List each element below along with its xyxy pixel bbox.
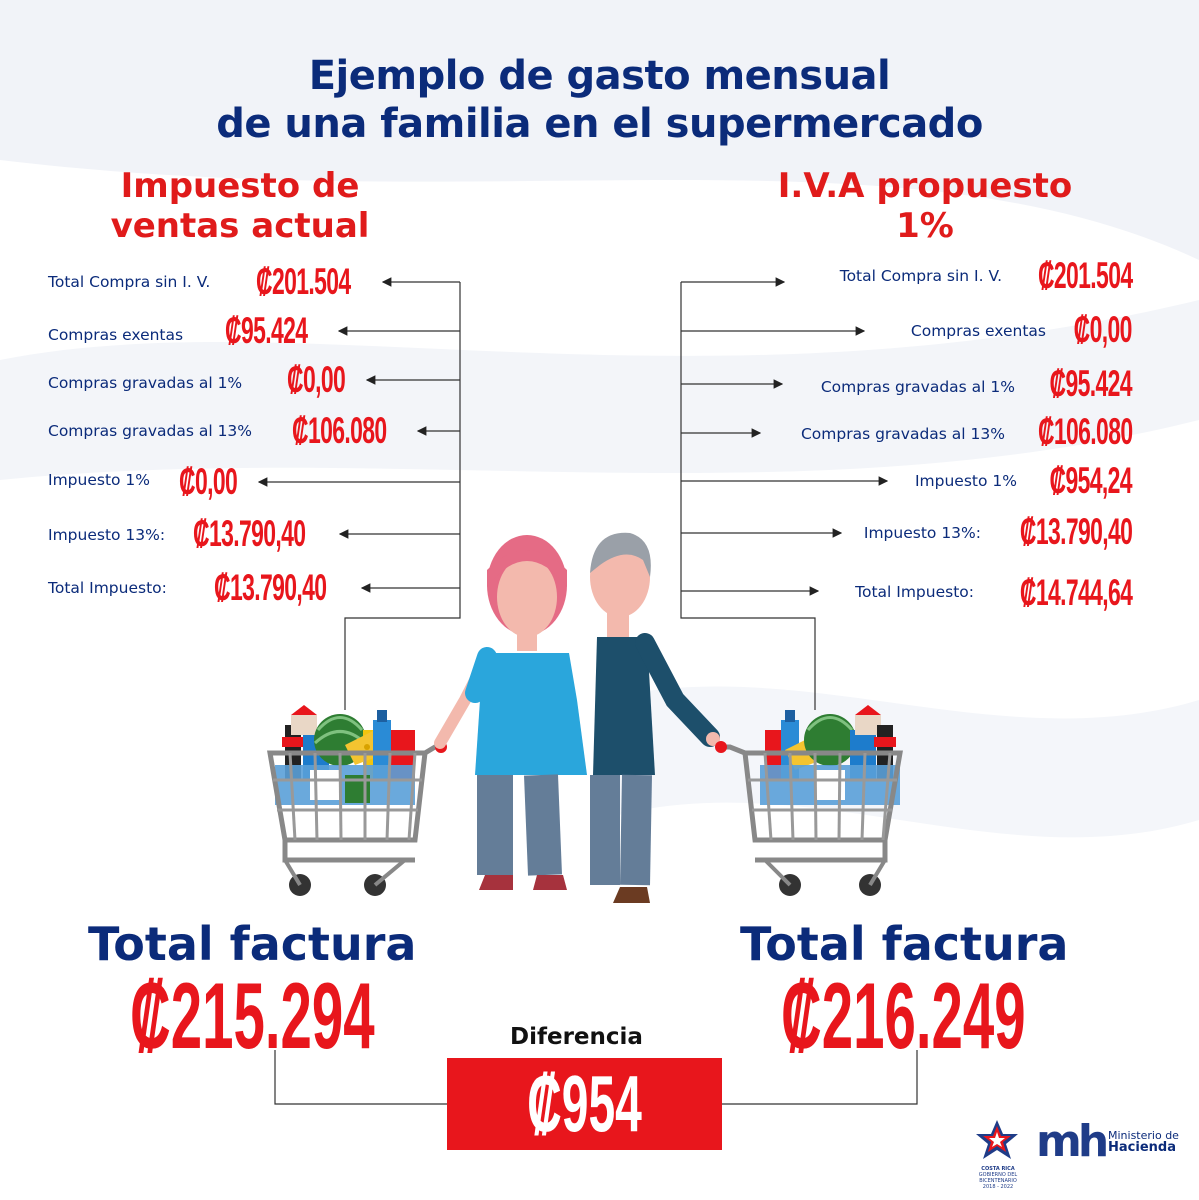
left-row-value-6: ₡13.790,40 bbox=[193, 513, 306, 554]
right-row-label-7: Total Impuesto: bbox=[855, 583, 974, 601]
left-row-label-7: Total Impuesto: bbox=[48, 579, 167, 597]
left-row-label-1: Total Compra sin I. V. bbox=[48, 273, 211, 291]
right-heading-line-1: I.V.A propuesto bbox=[777, 166, 1073, 206]
right-row-label-1: Total Compra sin I. V. bbox=[839, 267, 1002, 285]
page-title: Ejemplo de gasto mensual de una familia … bbox=[0, 52, 1199, 148]
left-total-label: Total factura bbox=[88, 917, 417, 971]
right-row-value-5: ₡954,24 bbox=[1049, 460, 1133, 501]
ministerio-line-1: Ministerio de bbox=[1108, 1129, 1179, 1142]
right-row-value-4: ₡106.080 bbox=[1037, 411, 1132, 452]
costa-rica-line-2: GOBIERNO DEL BICENTENARIO bbox=[978, 1172, 1018, 1184]
right-row-label-6: Impuesto 13%: bbox=[863, 524, 981, 542]
right-row-label-2: Compras exentas bbox=[910, 322, 1046, 340]
right-row-label-5: Impuesto 1% bbox=[914, 472, 1017, 490]
costa-rica-logo-text: COSTA RICA GOBIERNO DEL BICENTENARIO 201… bbox=[968, 1166, 1028, 1190]
left-row-value-1: ₡201.504 bbox=[256, 261, 351, 302]
couple-with-carts-illustration bbox=[267, 532, 903, 903]
left-heading: Impuesto de ventas actual bbox=[90, 166, 390, 246]
title-line-1: Ejemplo de gasto mensual bbox=[308, 53, 891, 99]
ministerio-line-2: Hacienda bbox=[1108, 1140, 1176, 1155]
left-row-value-3: ₡0,00 bbox=[287, 359, 346, 400]
woman-figure bbox=[434, 535, 587, 890]
right-total-label: Total factura bbox=[740, 917, 1069, 971]
costa-rica-line-3: 2018 - 2022 bbox=[982, 1184, 1014, 1190]
left-row-label-4: Compras gravadas al 13% bbox=[48, 422, 253, 440]
left-row-value-2: ₡95.424 bbox=[225, 310, 308, 351]
right-row-value-6: ₡13.790,40 bbox=[1019, 511, 1133, 552]
right-row-value-3: ₡95.424 bbox=[1049, 363, 1133, 404]
costa-rica-star-logo-icon bbox=[976, 1120, 1018, 1159]
left-shopping-cart-icon bbox=[267, 705, 447, 896]
right-row-label-4: Compras gravadas al 13% bbox=[800, 425, 1005, 443]
right-heading-line-2: 1% bbox=[896, 206, 954, 246]
costa-rica-line-1: COSTA RICA bbox=[981, 1166, 1015, 1172]
left-row-label-2: Compras exentas bbox=[48, 326, 184, 344]
right-heading: I.V.A propuesto 1% bbox=[760, 166, 1090, 246]
ministerio-mh-logo-icon: mh bbox=[1036, 1116, 1109, 1167]
man-figure bbox=[590, 532, 720, 903]
left-row-value-7: ₡13.790,40 bbox=[214, 567, 327, 608]
left-heading-line-2: ventas actual bbox=[110, 206, 370, 246]
right-shopping-cart-icon bbox=[715, 705, 903, 896]
ministerio-logo-text: Ministerio de Hacienda bbox=[1108, 1129, 1179, 1155]
right-total-value: ₡216.249 bbox=[781, 963, 1026, 1068]
right-row-label-3: Compras gravadas al 1% bbox=[820, 378, 1015, 396]
left-row-value-4: ₡106.080 bbox=[292, 410, 387, 451]
left-row-label-5: Impuesto 1% bbox=[48, 471, 151, 489]
title-line-2: de una familia en el supermercado bbox=[216, 101, 983, 147]
right-row-value-7: ₡14.744,64 bbox=[1019, 572, 1133, 613]
difference-box: ₡954 bbox=[447, 1058, 722, 1150]
left-row-label-3: Compras gravadas al 1% bbox=[48, 374, 243, 392]
right-row-value-1: ₡201.504 bbox=[1037, 255, 1132, 296]
left-total-value: ₡215.294 bbox=[130, 963, 375, 1068]
difference-label: Diferencia bbox=[510, 1024, 643, 1050]
left-row-label-6: Impuesto 13%: bbox=[48, 526, 166, 544]
left-row-value-5: ₡0,00 bbox=[179, 461, 238, 502]
difference-value: ₡954 bbox=[527, 1059, 642, 1148]
right-row-value-2: ₡0,00 bbox=[1073, 309, 1133, 350]
left-heading-line-1: Impuesto de bbox=[120, 166, 360, 206]
